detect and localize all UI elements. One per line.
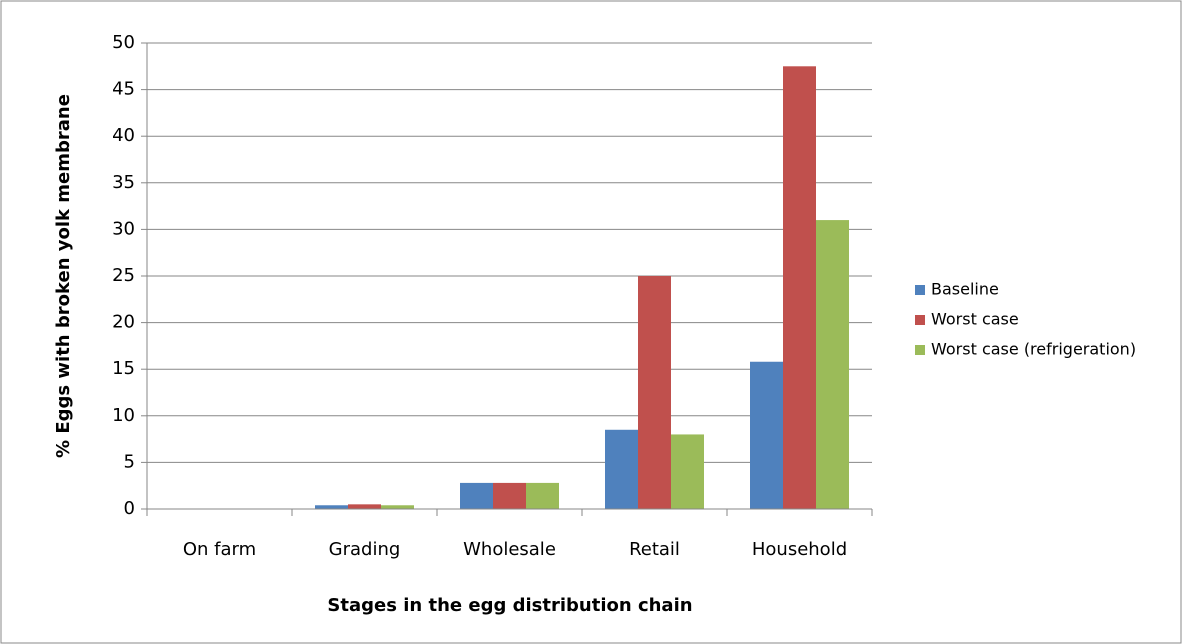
bar	[315, 505, 348, 509]
y-tick-label: 30	[112, 218, 135, 239]
bar	[816, 220, 849, 509]
y-tick-label: 35	[112, 172, 135, 193]
bar	[750, 361, 783, 509]
y-tick-label: 45	[112, 79, 135, 100]
legend-swatch	[915, 345, 925, 355]
legend: Baseline Worst case Worst case (refrigerat…	[915, 280, 1136, 359]
legend-swatch	[915, 315, 925, 325]
x-tick-label: Household	[752, 539, 847, 560]
bar	[783, 66, 816, 510]
bar	[381, 505, 414, 509]
x-tick-label: Grading	[329, 539, 401, 560]
x-axis-title: Stages in the egg distribution chain	[327, 595, 692, 616]
bar	[638, 276, 671, 509]
y-tick-label: 10	[112, 405, 135, 426]
y-tick-label: 15	[112, 358, 135, 379]
y-tick-label: 5	[124, 451, 135, 472]
x-tick-label: Wholesale	[463, 539, 556, 560]
bar	[605, 429, 638, 509]
y-tick-label: 40	[112, 125, 135, 146]
bar	[460, 482, 493, 509]
y-tick-label: 0	[124, 498, 135, 519]
bar	[348, 504, 381, 509]
bar	[671, 434, 704, 509]
legend-label: Baseline	[931, 280, 999, 299]
y-tick-label: 50	[112, 32, 135, 53]
legend-label: Worst case	[931, 310, 1019, 329]
x-tick-label: Retail	[629, 539, 680, 560]
y-tick-label: 20	[112, 312, 135, 333]
legend-label: Worst case (refrigeration)	[931, 340, 1136, 359]
y-axis-title: % Eggs with broken yolk membrane	[53, 94, 74, 458]
legend-swatch	[915, 285, 925, 295]
bar	[526, 482, 559, 509]
y-tick-label: 25	[112, 265, 135, 286]
bar	[493, 482, 526, 509]
x-tick-label: On farm	[183, 539, 256, 560]
